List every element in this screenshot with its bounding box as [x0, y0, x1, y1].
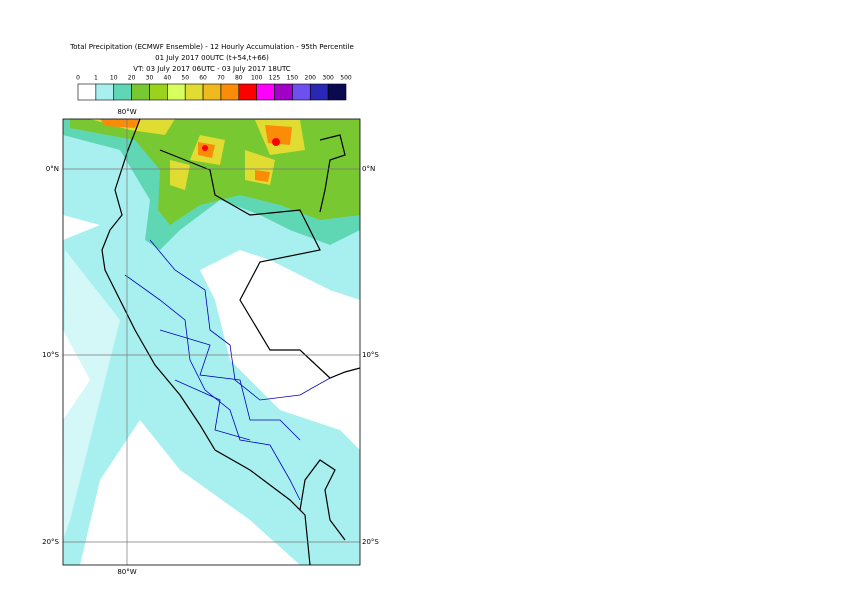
legend-label: 300 [322, 75, 334, 82]
map-frame [62, 118, 361, 566]
legend-swatch [131, 83, 150, 101]
legend-label: 20 [128, 75, 136, 82]
lat-label: 10°S [362, 351, 379, 359]
legend-swatch [202, 83, 222, 101]
lat-label: 10°S [42, 351, 59, 359]
light-rain [63, 119, 360, 565]
legend-label: 150 [287, 75, 299, 82]
legend-label: 60 [199, 75, 207, 82]
legend-swatch [184, 83, 204, 101]
legend-label: 50 [181, 75, 189, 82]
legend-label: 1 [94, 75, 98, 82]
legend-swatch [327, 83, 347, 101]
legend-swatch [149, 83, 168, 101]
regional-borders [124, 239, 331, 501]
lat-label: 20°S [362, 538, 379, 546]
legend-swatch [238, 83, 257, 101]
legend-swatch [220, 83, 240, 101]
valid-time: VT: 03 July 2017 06UTC - 03 July 2017 18… [133, 65, 291, 73]
legend-swatch [167, 83, 186, 101]
legend-label: 80 [235, 75, 243, 82]
legend-label: 200 [305, 75, 317, 82]
legend-swatch [274, 83, 293, 101]
legend-swatch [256, 83, 275, 101]
graticule [63, 119, 360, 565]
gap [63, 250, 120, 540]
legend-swatch [95, 83, 115, 101]
lat-label: 0°N [362, 165, 375, 173]
lon-label: 80°W [117, 108, 136, 116]
map [63, 119, 360, 565]
legend-label: 40 [164, 75, 172, 82]
legend-label: 30 [146, 75, 154, 82]
legend-label: 500 [340, 75, 352, 82]
legend-swatch [77, 83, 97, 101]
very-heavy-rain [90, 119, 305, 190]
legend-label: 0 [76, 75, 80, 82]
peak-rain [272, 138, 280, 146]
legend: 0 1 10 20 30 40 50 60 70 80 100 125 150 200 300 500 [76, 75, 352, 101]
lat-label: 20°S [42, 538, 59, 546]
subtitle: 01 July 2017 00UTC (t+54,t+66) [155, 54, 269, 62]
legend-swatch [292, 83, 311, 101]
intense-rain [100, 119, 292, 182]
legend-label: 100 [251, 75, 263, 82]
peak-rain [202, 145, 208, 151]
lat-label: 0°N [46, 165, 59, 173]
legend-swatch [113, 83, 132, 101]
title: Total Precipitation (ECMWF Ensemble) - 1… [69, 43, 354, 51]
legend-swatch [309, 83, 329, 101]
legend-label: 10 [110, 75, 118, 82]
legend-label: 125 [269, 75, 281, 82]
legend-label: 70 [217, 75, 225, 82]
lon-label: 80°W [117, 568, 136, 576]
